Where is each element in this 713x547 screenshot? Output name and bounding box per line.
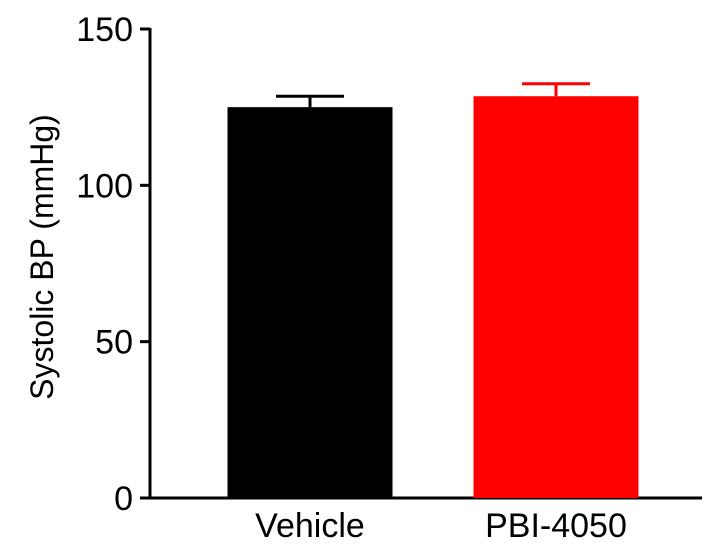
x-tick-labels: Vehicle PBI-4050 <box>255 507 627 545</box>
y-tick-label: 100 <box>76 167 133 205</box>
y-ticks: 0 50 100 150 <box>76 11 150 518</box>
bar-vehicle <box>227 107 393 499</box>
error-bars <box>276 82 590 108</box>
y-tick-label: 50 <box>95 324 133 362</box>
x-tick-label: PBI-4050 <box>485 507 627 545</box>
y-axis: 0 50 100 150 <box>76 11 152 518</box>
x-tick-label: Vehicle <box>255 507 365 545</box>
y-tick-label: 150 <box>76 11 133 49</box>
x-axis: Vehicle PBI-4050 <box>148 496 702 545</box>
y-axis-title: Systolic BP (mmHg) <box>24 114 60 400</box>
bar-pbi-4050 <box>473 96 639 499</box>
bars <box>227 96 639 499</box>
y-tick-label: 0 <box>114 480 133 518</box>
